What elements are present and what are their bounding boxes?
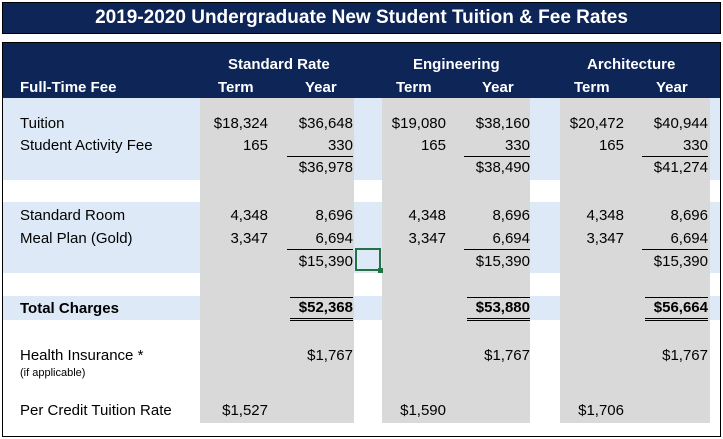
cell[interactable]: 330 [464, 136, 530, 157]
table-header [2, 42, 721, 98]
subtotal-cell[interactable]: $15,390 [653, 253, 708, 270]
total-cell[interactable]: $53,880 [467, 297, 530, 321]
total-cell[interactable]: $56,664 [645, 297, 708, 321]
cell[interactable]: $1,590 [400, 402, 446, 419]
col-header-term: Term [218, 79, 254, 96]
col-header-term: Term [574, 79, 610, 96]
group-header-architecture: Architecture [587, 56, 676, 73]
row-label-health-insurance: Health Insurance * [20, 347, 144, 364]
col-header-year: Year [482, 79, 514, 96]
cell[interactable]: 8,696 [315, 207, 353, 224]
cell[interactable]: $19,080 [391, 115, 446, 132]
cell[interactable]: $1,767 [662, 347, 708, 364]
cell[interactable]: 3,347 [230, 230, 268, 247]
column-block-architecture [560, 98, 710, 423]
subtotal-cell[interactable]: $38,490 [475, 159, 530, 176]
cell[interactable]: 4,348 [408, 207, 446, 224]
cell[interactable]: $38,160 [475, 115, 530, 132]
row-label-meal-plan: Meal Plan (Gold) [20, 230, 133, 247]
page-title: 2019-2020 Undergraduate New Student Tuit… [95, 7, 628, 28]
selected-cell[interactable] [355, 248, 381, 271]
row-label-tuition: Tuition [20, 115, 65, 132]
row-label-activity-fee: Student Activity Fee [20, 137, 153, 154]
column-block-engineering [382, 98, 530, 423]
row-label-total-charges: Total Charges [20, 300, 119, 317]
cell[interactable]: 330 [642, 136, 708, 157]
row-label-header: Full-Time Fee [20, 79, 117, 96]
cell[interactable]: 165 [598, 137, 624, 154]
cell[interactable]: 6,694 [642, 229, 708, 250]
cell[interactable]: 8,696 [492, 207, 530, 224]
cell[interactable]: 4,348 [230, 207, 268, 224]
cell[interactable]: $1,767 [484, 347, 530, 364]
fill-handle[interactable] [378, 268, 383, 273]
subtotal-cell[interactable]: $15,390 [475, 253, 530, 270]
cell[interactable]: $1,527 [222, 402, 268, 419]
cell[interactable]: $36,648 [298, 115, 353, 132]
subtotal-cell[interactable]: $15,390 [298, 253, 353, 270]
cell[interactable]: 6,694 [464, 229, 530, 250]
cell[interactable]: 8,696 [670, 207, 708, 224]
row-label-per-credit: Per Credit Tuition Rate [20, 402, 172, 419]
col-header-year: Year [305, 79, 337, 96]
row-label-standard-room: Standard Room [20, 207, 126, 224]
cell[interactable]: $20,472 [569, 115, 624, 132]
cell[interactable]: 6,694 [287, 229, 353, 250]
title-banner: 2019-2020 Undergraduate New Student Tuit… [2, 2, 721, 34]
cell[interactable]: 165 [242, 137, 268, 154]
col-header-term: Term [396, 79, 432, 96]
health-insurance-note: (if applicable) [20, 367, 86, 379]
cell[interactable]: 330 [287, 136, 353, 157]
cell[interactable]: $18,324 [213, 115, 268, 132]
group-header-standard: Standard Rate [228, 56, 330, 73]
cell[interactable]: $1,706 [578, 402, 624, 419]
subtotal-cell[interactable]: $36,978 [298, 159, 353, 176]
cell[interactable]: $40,944 [653, 115, 708, 132]
subtotal-cell[interactable]: $41,274 [653, 159, 708, 176]
cell[interactable]: 165 [420, 137, 446, 154]
col-header-year: Year [656, 79, 688, 96]
cell[interactable]: 3,347 [408, 230, 446, 247]
cell[interactable]: 3,347 [586, 230, 624, 247]
cell[interactable]: $1,767 [307, 347, 353, 364]
column-block-standard [200, 98, 354, 423]
group-header-engineering: Engineering [413, 56, 500, 73]
cell[interactable]: 4,348 [586, 207, 624, 224]
total-cell[interactable]: $52,368 [290, 297, 353, 321]
